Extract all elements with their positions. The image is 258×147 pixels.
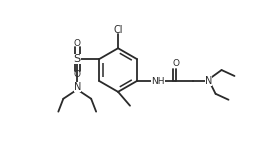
Text: O: O bbox=[172, 59, 179, 68]
Text: N: N bbox=[74, 82, 81, 92]
Text: Cl: Cl bbox=[113, 25, 123, 35]
Text: NH: NH bbox=[151, 77, 165, 86]
Text: O: O bbox=[74, 70, 81, 80]
Text: S: S bbox=[74, 54, 81, 64]
Text: N: N bbox=[205, 76, 212, 86]
Text: O: O bbox=[74, 39, 81, 48]
